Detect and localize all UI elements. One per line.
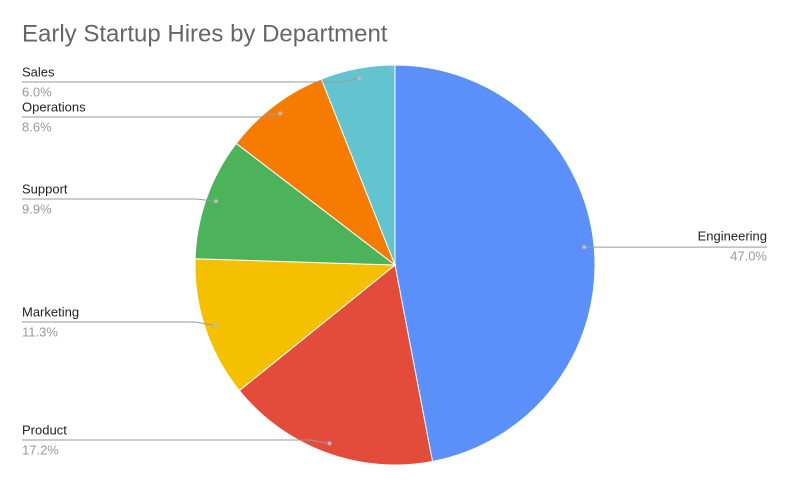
pie-slice [394, 64, 596, 463]
slice-value-label: 8.6% [22, 119, 52, 134]
leader-dot [212, 323, 217, 328]
slice-label: Engineering [698, 229, 767, 244]
pie-slice [238, 264, 434, 466]
leader-line [22, 321, 215, 326]
leader-line [22, 198, 217, 202]
leader-dot [327, 441, 332, 446]
leader-dot [278, 111, 283, 116]
slice-value-label: 6.0% [22, 84, 52, 99]
slice-value-label: 11.3% [22, 324, 58, 339]
pie-slice [235, 78, 397, 267]
slice-value-label: 47.0% [730, 249, 767, 264]
pie-slice [194, 258, 397, 392]
slice-label: Marketing [22, 304, 79, 319]
leader-dot [357, 76, 362, 81]
chart-title: Early Startup Hires by Department [22, 20, 388, 47]
pie-slice [320, 64, 396, 266]
slice-label: Product [22, 422, 67, 437]
leader-dot [214, 199, 219, 204]
slice-value-label: 17.2% [22, 442, 59, 457]
leader-dot [582, 245, 587, 250]
pie-slice [194, 142, 397, 266]
leader-line [22, 77, 360, 83]
leader-line [22, 112, 281, 118]
slice-label: Operations [22, 99, 86, 114]
slice-value-label: 9.9% [22, 201, 52, 216]
slice-label: Sales [22, 64, 55, 79]
leader-line [22, 439, 330, 444]
slice-label: Support [22, 181, 68, 196]
